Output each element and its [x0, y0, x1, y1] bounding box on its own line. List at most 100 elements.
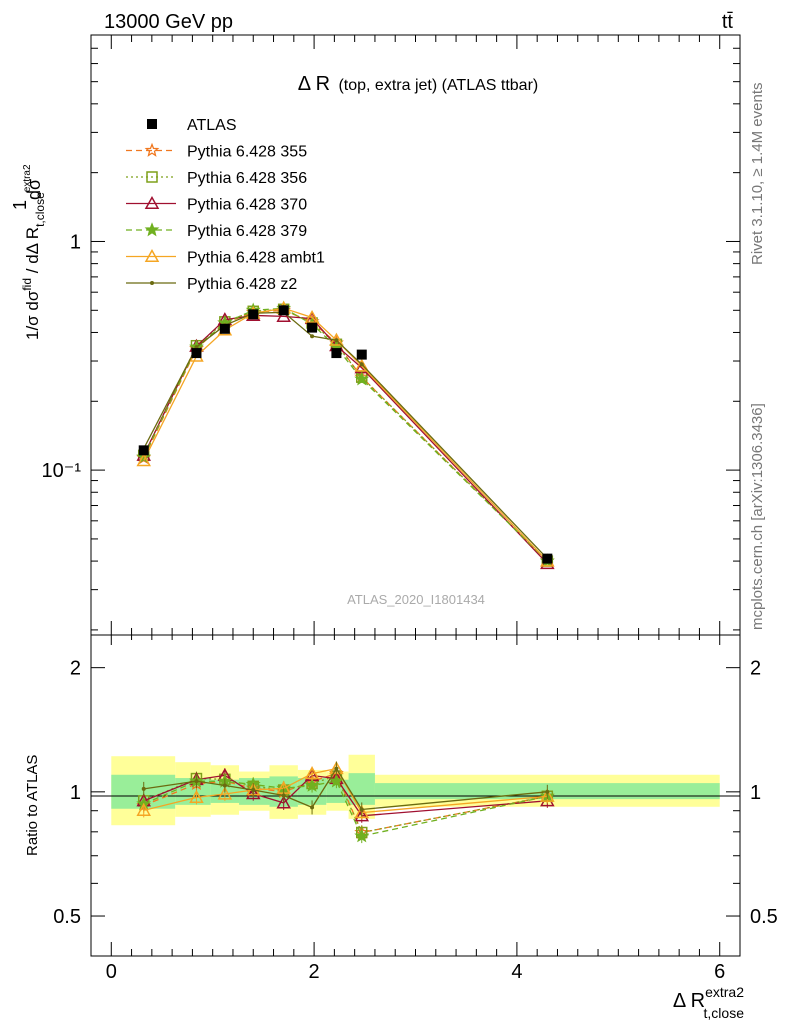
rivet-label: Rivet 3.1.10, ≥ 1.4M events	[749, 83, 766, 266]
svg-text:1: 1	[10, 200, 30, 210]
legend-item: Pythia 6.428 355	[126, 142, 307, 161]
y-bottom-tick-label-right: 1	[750, 782, 761, 804]
y-axis-label-top-text: 1/σ dσfid / dΔ Rt,closeextra2	[20, 164, 47, 340]
series-5-point	[310, 334, 315, 339]
atlas-data-point	[219, 323, 230, 334]
ratio-band-inner-6	[326, 779, 349, 803]
series-5-ratio-point	[359, 807, 364, 812]
series-0-line	[143, 309, 548, 562]
series-5-ratio-point	[334, 766, 339, 771]
x-tick-label: 2	[309, 961, 320, 983]
y-bottom-tick-label-left: 0.5	[53, 906, 81, 928]
y-bottom-tick-label-right: 2	[750, 658, 761, 680]
series-4-ratio-point	[540, 788, 555, 802]
series-5-ratio-point	[141, 786, 146, 791]
y-top-tick-label: 1	[70, 231, 81, 253]
series-4-ratio-point	[304, 766, 320, 780]
x-axis-label-sub: t,close	[704, 1005, 745, 1021]
series-2-ratio-point	[354, 808, 370, 822]
legend-marker	[144, 222, 160, 237]
series-2-line	[143, 314, 548, 565]
legend-item: Pythia 6.428 356	[126, 170, 307, 187]
legend-label: Pythia 6.428 356	[187, 170, 307, 187]
axis-ticks: 0 2 4 6 1 10⁻¹ 2 2 1 1 0.5 0.5	[42, 34, 778, 983]
ratio-uncertainty-bands	[111, 754, 720, 826]
series-3-line	[143, 307, 548, 562]
series-4-point	[354, 358, 370, 372]
legend-marker	[144, 248, 160, 263]
y-bottom-tick-label-right: 0.5	[750, 906, 778, 928]
mcplots-label: mcplots.cern.ch [arXiv:1306.3436]	[749, 403, 766, 630]
series-5-ratio-point	[194, 779, 199, 784]
atlas-data-point	[278, 305, 289, 316]
atlas-data-point	[307, 322, 318, 333]
y-axis-label-top: dσ 1	[10, 179, 44, 210]
series-3-point	[354, 371, 370, 386]
legend-label: ATLAS	[187, 117, 237, 134]
ratio-band-inner-7	[348, 773, 375, 805]
atlas-data-point	[542, 553, 553, 564]
legend-label: Pythia 6.428 379	[187, 223, 307, 240]
x-tick-label: 0	[106, 961, 117, 983]
x-axis-label-sup: extra2	[705, 984, 744, 1000]
series-4-point	[304, 309, 320, 324]
x-tick-label: 4	[511, 961, 522, 983]
legend-marker	[144, 195, 160, 210]
legend-item: Pythia 6.428 370	[126, 195, 307, 214]
svg-text:dσ: dσ	[24, 179, 44, 200]
process-label: tt̄	[722, 11, 734, 33]
plot-title-main: Δ R	[298, 73, 330, 95]
atlas-data-point	[356, 349, 367, 360]
x-axis-label-main: Δ R	[673, 990, 705, 1012]
x-axis-label: Δ Rextra2	[673, 984, 744, 1012]
series-5-point	[359, 362, 364, 367]
legend-label: Pythia 6.428 355	[187, 144, 307, 161]
atlas-data-point	[191, 348, 202, 359]
legend-marker	[147, 119, 157, 129]
series-2-point	[276, 308, 291, 322]
series-5-ratio-point	[545, 789, 550, 794]
series-2-ratio-point	[276, 795, 291, 809]
series-4-line	[143, 307, 548, 562]
series-5-ratio-point	[251, 787, 256, 792]
series-4-ratio-point	[354, 805, 370, 819]
plot-title-sub: (top, extra jet) (ATLAS ttbar)	[338, 77, 538, 94]
x-tick-label: 6	[714, 961, 725, 983]
series-5-point	[334, 338, 339, 343]
series-5-ratio-point	[310, 805, 315, 810]
top-series-group	[136, 300, 555, 570]
atlas-data-point	[331, 348, 342, 359]
legend-item: Pythia 6.428 z2	[126, 276, 297, 293]
legend-marker	[146, 171, 158, 183]
plot-title: Δ R (top, extra jet) (ATLAS ttbar)	[298, 73, 538, 95]
series-1-line	[143, 308, 548, 562]
series-5-ratio-point	[281, 793, 286, 798]
y-bottom-tick-label-left: 2	[70, 658, 81, 680]
series-5-ratio-point	[222, 783, 227, 788]
legend-item: Pythia 6.428 ambt1	[126, 248, 325, 267]
analysis-watermark: ATLAS_2020_I1801434	[347, 592, 485, 607]
atlas-data-point	[138, 445, 149, 456]
energy-label: 13000 GeV pp	[104, 11, 233, 33]
y-axis-label-bottom: Ratio to ATLAS	[24, 755, 41, 856]
legend-item: ATLAS	[147, 117, 237, 134]
series-4-point	[136, 453, 152, 467]
ratio-series-group	[136, 761, 555, 844]
series-2-ratio-point	[245, 786, 261, 800]
legend-marker	[150, 281, 154, 285]
series-3-ratio-point	[354, 828, 370, 843]
legend: ATLAS Pythia 6.428 355 Pythia 6.428 356 Pyt…	[126, 117, 325, 293]
atlas-data-point	[248, 309, 259, 320]
y-top-tick-label: 10⁻¹	[42, 460, 82, 482]
legend-label: Pythia 6.428 ambt1	[187, 250, 325, 267]
legend-label: Pythia 6.428 370	[187, 197, 307, 214]
series-4-ratio-point	[189, 789, 204, 803]
legend-label: Pythia 6.428 z2	[187, 276, 297, 293]
series-4-ratio-point	[136, 802, 152, 816]
legend-item: Pythia 6.428 379	[126, 222, 307, 240]
legend-marker	[144, 142, 160, 157]
series-3-ratio-point	[304, 777, 320, 792]
series-3-ratio-point	[329, 773, 344, 788]
y-bottom-tick-label-left: 1	[70, 782, 81, 804]
